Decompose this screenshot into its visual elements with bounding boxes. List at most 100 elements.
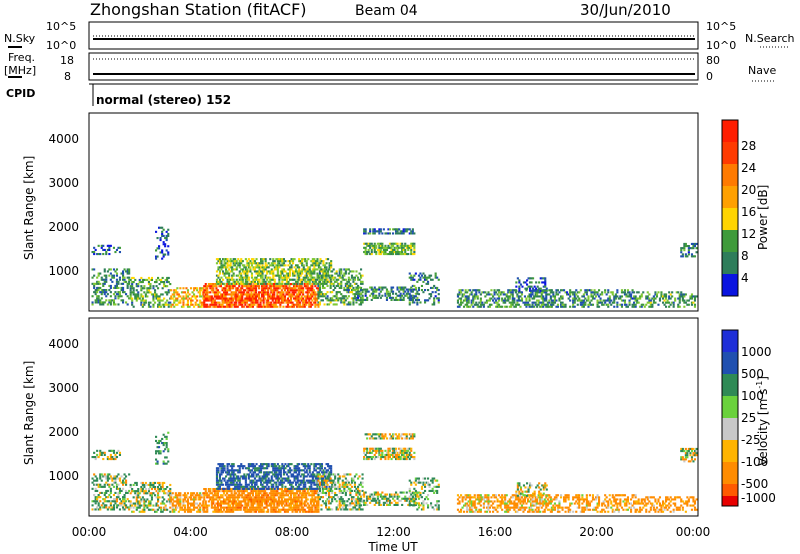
velocity-cell xyxy=(138,504,141,507)
power-cell xyxy=(109,278,112,281)
power-cell xyxy=(231,268,234,271)
velocity-cell xyxy=(111,506,114,509)
power-cell xyxy=(513,289,516,292)
velocity-cell xyxy=(265,494,268,497)
power-cell xyxy=(262,305,265,308)
power-cell xyxy=(654,291,657,294)
power-cell xyxy=(223,295,226,298)
power-cell xyxy=(283,295,287,298)
power-cell xyxy=(246,278,249,281)
power-panel xyxy=(88,112,699,312)
velocity-cell xyxy=(253,500,256,503)
velocity-cell xyxy=(258,492,261,495)
power-cell xyxy=(288,285,291,288)
power-cell xyxy=(282,258,286,261)
power-cell xyxy=(173,289,176,292)
power-cell xyxy=(307,258,310,261)
power-cell xyxy=(663,293,666,296)
power-cell xyxy=(314,260,317,263)
velocity-cell xyxy=(245,510,248,513)
velocity-cell xyxy=(299,508,302,511)
power-cell xyxy=(209,287,212,290)
power-cell xyxy=(526,287,529,290)
velocity-cell xyxy=(258,467,261,470)
power-cell xyxy=(387,294,390,297)
power-cell xyxy=(693,305,697,308)
power-cell xyxy=(517,295,520,298)
power-cell xyxy=(475,301,478,304)
velocity-cell xyxy=(265,504,268,507)
power-cell xyxy=(270,305,273,308)
power-cell xyxy=(385,292,389,295)
power-cell xyxy=(268,287,271,290)
power-cell xyxy=(428,276,431,279)
velocity-cell xyxy=(109,502,112,505)
power-cell xyxy=(651,305,654,308)
power-cell xyxy=(487,299,490,302)
power-cell xyxy=(141,287,144,290)
power-cell xyxy=(335,299,338,302)
nsky-strip xyxy=(88,21,699,50)
velocity-cell xyxy=(152,508,155,511)
velocity-cell xyxy=(220,481,223,484)
power-cell xyxy=(155,281,158,284)
velocity-cell xyxy=(103,504,106,507)
velocity-cell xyxy=(247,475,250,478)
power-cell xyxy=(255,295,258,298)
velocity-cell xyxy=(224,490,227,493)
power-cell xyxy=(678,299,681,302)
velocity-cell xyxy=(218,508,221,511)
power-cell xyxy=(318,282,322,285)
velocity-cell xyxy=(132,483,135,486)
power-cell xyxy=(687,251,690,254)
power-cell xyxy=(220,268,223,271)
power-cell xyxy=(154,291,157,294)
power-cell xyxy=(533,301,536,304)
power-cell xyxy=(499,305,502,308)
power-cell xyxy=(229,260,232,263)
velocity-cell xyxy=(228,477,231,480)
power-cell xyxy=(264,297,267,300)
velocity-cell xyxy=(117,477,120,480)
power-cell xyxy=(343,301,346,304)
velocity-cell xyxy=(278,467,281,470)
power-cell xyxy=(247,297,250,300)
velocity-cell xyxy=(96,496,99,499)
velocity-cell xyxy=(218,479,222,482)
power-cell xyxy=(94,293,97,296)
velocity-cell xyxy=(229,473,232,476)
power-cell xyxy=(278,278,281,281)
velocity-cell xyxy=(199,506,202,509)
power-cell xyxy=(100,276,103,279)
velocity-cell xyxy=(258,471,261,474)
power-cell xyxy=(607,297,610,300)
velocity-cell xyxy=(299,490,302,493)
power-cell xyxy=(287,274,290,277)
power-cell xyxy=(556,293,560,296)
power-cell xyxy=(241,301,244,304)
velocity-cell xyxy=(246,487,249,490)
power-cell xyxy=(176,287,179,290)
power-cell xyxy=(660,293,663,296)
velocity-cell xyxy=(103,500,106,503)
power-cell xyxy=(292,262,295,265)
power-cell xyxy=(242,301,245,304)
power-cell xyxy=(376,296,379,299)
velocity-cell xyxy=(244,475,247,478)
velocity-cell xyxy=(150,483,154,486)
power-cell xyxy=(162,228,165,231)
velocity-cell xyxy=(91,456,94,459)
power-cell xyxy=(165,239,168,242)
power-cell xyxy=(123,268,126,271)
power-cell xyxy=(350,297,354,300)
power-cell xyxy=(692,242,695,245)
velocity-cell xyxy=(97,485,100,488)
power-cell xyxy=(596,293,599,296)
velocity-cell xyxy=(122,506,125,509)
power-cell xyxy=(240,262,243,265)
power-cell xyxy=(639,305,642,308)
power-cell xyxy=(132,293,135,296)
power-cell xyxy=(227,303,230,306)
velocity-cell xyxy=(274,508,277,511)
velocity-cell xyxy=(305,500,308,503)
